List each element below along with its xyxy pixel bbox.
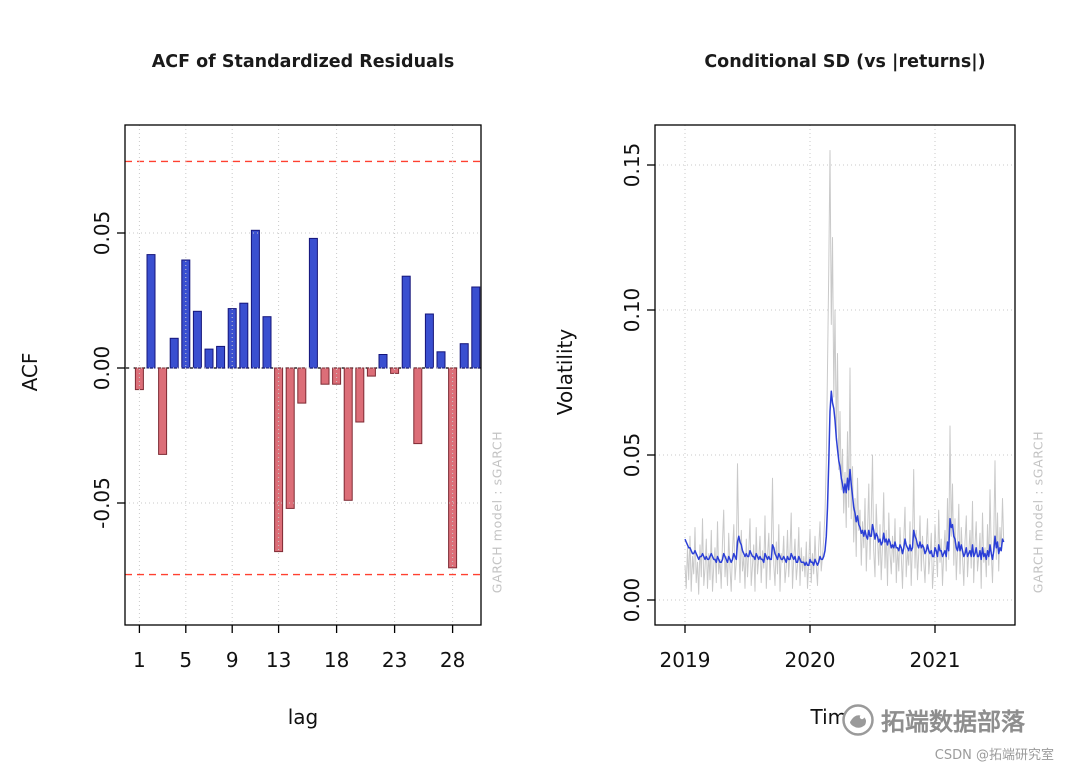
conditional-sd-series-line	[684, 390, 1005, 566]
acf-y-axis-label: ACF	[18, 352, 42, 392]
plot-border	[654, 124, 1016, 626]
x-tick-label: 5	[179, 648, 192, 672]
acf-bar	[227, 308, 237, 369]
acf-bar	[262, 316, 272, 369]
acf-bar	[343, 367, 353, 501]
acf-plot-area: 1 5 9 13 18 23 28 -0.05 0.00 0.05	[90, 124, 482, 672]
acf-bar	[250, 229, 260, 369]
acf-bar	[274, 367, 284, 553]
acf-x-axis-label: lag	[287, 705, 319, 729]
acf-bar	[332, 367, 342, 385]
y-tick-label: -0.05	[90, 477, 114, 529]
acf-bar	[401, 275, 411, 369]
x-tick-label: 2021	[910, 648, 961, 672]
acf-bar	[471, 286, 481, 369]
y-tick-label: 0.15	[620, 143, 644, 188]
plot-border	[124, 124, 482, 626]
acf-bar	[216, 345, 226, 369]
abs-returns-series-line	[684, 150, 1005, 595]
acf-bar	[285, 367, 295, 509]
y-tick-label: 0.00	[620, 578, 644, 623]
acf-bar	[158, 367, 168, 455]
acf-chart: 1 5 9 13 18 23 28 -0.05 0.00 0.05	[90, 124, 482, 672]
acf-bar	[320, 367, 330, 385]
acf-bar	[390, 367, 400, 374]
conditional-sd-chart-title: Conditional SD (vs |returns|)	[704, 52, 986, 72]
y-tick-label: 0.05	[90, 211, 114, 256]
acf-model-side-label: GARCH model : sGARCH	[489, 430, 505, 594]
watermark-logo-icon	[842, 703, 874, 736]
watermark-brand: 拓端数据部落	[881, 708, 1025, 736]
x-tick-label: 1	[133, 648, 146, 672]
x-tick-label: 28	[440, 648, 465, 672]
x-tick-label: 13	[266, 648, 291, 672]
acf-bar	[366, 367, 376, 377]
acf-bar	[413, 367, 423, 445]
x-tick-label: 23	[382, 648, 407, 672]
watermark: 拓端数据部落	[842, 702, 1025, 737]
acf-chart-title: ACF of Standardized Residuals	[151, 52, 455, 72]
acf-bar	[192, 310, 202, 369]
csd-model-side-label: GARCH model : sGARCH	[1030, 430, 1046, 594]
acf-bar	[448, 367, 458, 569]
acf-bar	[146, 254, 156, 369]
acf-bar	[134, 367, 144, 391]
x-tick-label: 9	[226, 648, 239, 672]
acf-bar	[169, 337, 179, 369]
x-tick-label: 2020	[785, 648, 836, 672]
y-tick-label: 0.05	[620, 433, 644, 478]
volatility-y-axis-label: Volatility	[553, 328, 577, 416]
x-tick-label: 18	[324, 648, 349, 672]
x-tick-label: 2019	[660, 648, 711, 672]
acf-bar	[459, 343, 469, 369]
acf-panel: 1 5 9 13 18 23 28 -0.05 0.00 0.05 ACF of Standard…	[18, 52, 505, 729]
acf-bar	[308, 237, 318, 369]
acf-bar	[297, 367, 307, 404]
acf-bar	[355, 367, 365, 423]
acf-bar	[378, 354, 388, 369]
conditional-sd-chart: 2019 2020 2021 0.00 0.05 0.10 0.15	[620, 124, 1016, 672]
csdn-credit: CSDN @拓端研究室	[934, 748, 1054, 763]
conditional-sd-panel: 2019 2020 2021 0.00 0.05 0.10 0.15 Conditional…	[540, 0, 1080, 771]
y-tick-label: 0.00	[90, 346, 114, 391]
y-tick-label: 0.10	[620, 288, 644, 333]
csd-plot-area: 2019 2020 2021 0.00 0.05 0.10 0.15	[620, 124, 1016, 672]
acf-bar	[239, 302, 249, 369]
acf-bar	[436, 351, 446, 369]
acf-bar	[204, 348, 214, 369]
acf-bar	[424, 313, 434, 369]
